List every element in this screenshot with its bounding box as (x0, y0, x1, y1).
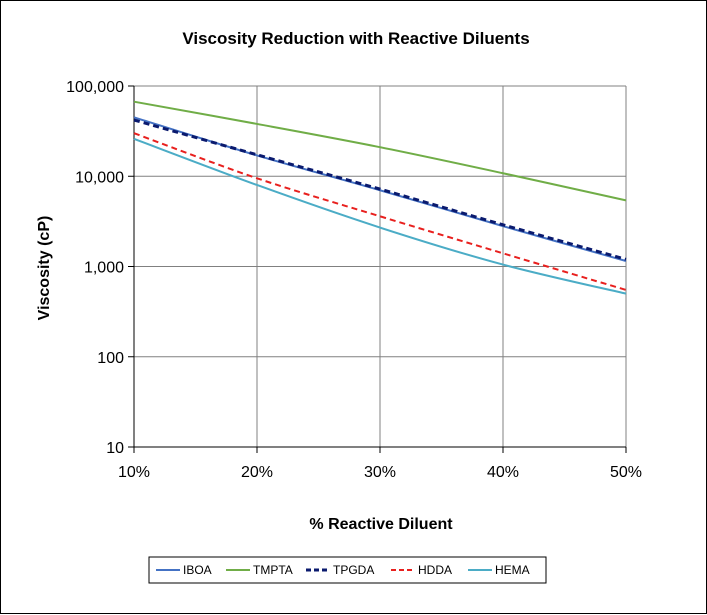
x-axis-title: % Reactive Diluent (309, 516, 453, 533)
series-lines (133, 100, 627, 295)
series-line-hdda (133, 132, 627, 291)
x-tick-label: 50% (610, 464, 642, 481)
grid-lines (128, 85, 627, 453)
legend-label-iboa: IBOA (183, 563, 212, 577)
legend: IBOA TMPTA TPGDA HDDA HEMA (156, 563, 530, 577)
chart-title: Viscosity Reduction with Reactive Diluen… (182, 29, 529, 48)
x-tick-labels: 10% 20% 30% 40% 50% (118, 464, 642, 481)
y-tick-label: 10 (106, 440, 124, 457)
series-line-tpgda (133, 118, 627, 261)
legend-label-hdda: HDDA (418, 563, 452, 577)
series-line-tmpta (133, 100, 627, 202)
x-tick-label: 20% (241, 464, 273, 481)
legend-label-tpgda: TPGDA (333, 563, 374, 577)
y-axis-title: Viscosity (cP) (36, 216, 53, 321)
y-tick-label: 100,000 (66, 79, 124, 96)
y-tick-label: 100 (97, 350, 124, 367)
series-line-hema (133, 137, 627, 295)
y-tick-label: 10,000 (75, 169, 124, 186)
y-tick-label: 1,000 (84, 260, 124, 277)
y-tick-labels: 10 100 1,000 10,000 100,000 (66, 79, 124, 457)
legend-label-tmpta: TMPTA (253, 563, 293, 577)
x-tick-label: 40% (487, 464, 519, 481)
legend-label-hema: HEMA (495, 563, 530, 577)
x-tick-label: 10% (118, 464, 150, 481)
x-tick-label: 30% (364, 464, 396, 481)
